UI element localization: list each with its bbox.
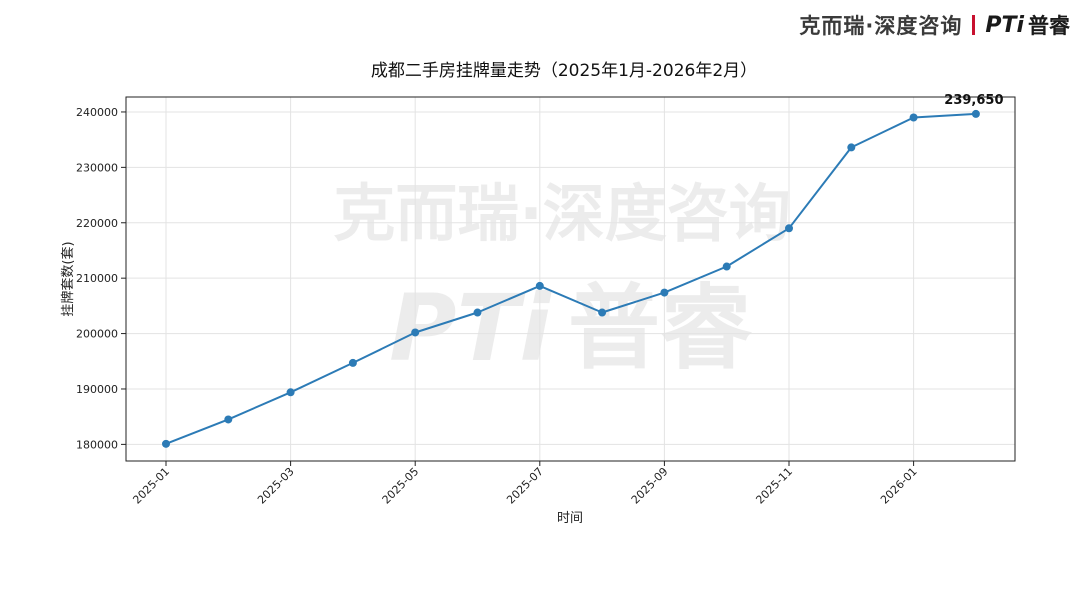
- pti-logo-cn: 普睿: [1028, 14, 1070, 38]
- data-point: [348, 358, 357, 367]
- data-point: [411, 328, 420, 337]
- data-point: [473, 308, 482, 317]
- watermark-line1: 克而瑞·深度咨询: [333, 177, 791, 250]
- brand-header: 克而瑞·深度咨询 PTi 普睿: [799, 8, 1070, 42]
- brand-separator: [972, 15, 976, 35]
- series-line: [165, 112, 976, 445]
- x-tick-label: 2025-11: [753, 465, 795, 507]
- y-tick-label: 220000: [76, 217, 118, 230]
- y-axis: 180000 190000 200000 210000 220000 230000 2400…: [76, 106, 126, 451]
- x-axis-label: 时间: [557, 511, 583, 526]
- y-tick-label: 190000: [76, 383, 118, 396]
- data-point: [660, 288, 669, 297]
- grid: [126, 97, 1015, 461]
- data-point: [909, 113, 918, 122]
- y-tick-label: 180000: [76, 438, 118, 451]
- brand-name: 克而瑞·深度咨询: [799, 14, 963, 38]
- y-tick-label: 230000: [76, 161, 118, 174]
- x-tick-label: 2025-05: [380, 465, 422, 507]
- data-point: [224, 415, 233, 424]
- plot-frame: [125, 96, 1016, 462]
- data-point: [785, 224, 793, 233]
- y-tick-label: 240000: [76, 106, 118, 119]
- pti-logo: PTi 普睿: [985, 10, 1070, 40]
- data-point: [162, 439, 170, 448]
- watermark: 克而瑞·深度咨询 PTi 普睿: [333, 177, 791, 382]
- data-point: [286, 388, 295, 397]
- x-tick-label: 2026-01: [878, 465, 920, 507]
- data-point: [971, 109, 980, 118]
- data-point: [535, 281, 544, 290]
- data-label: 239,650: [944, 93, 1003, 108]
- x-tick-label: 2025-07: [504, 465, 546, 507]
- x-tick-label: 2025-09: [629, 465, 671, 507]
- data-point: [847, 143, 856, 152]
- data-point: [722, 262, 731, 271]
- x-tick-label: 2025-01: [130, 465, 172, 507]
- x-axis: 2025-01 2025-03 2025-05 2025-07 2025-09 2025-…: [130, 461, 920, 507]
- chart-title: 成都二手房挂牌量走势（2025年1月-2026年2月）: [371, 61, 757, 81]
- y-tick-label: 200000: [76, 328, 118, 341]
- y-axis-label: 挂牌套数(套): [60, 241, 76, 316]
- series-layer: [162, 109, 980, 448]
- pti-logo-text: PTi: [985, 12, 1024, 38]
- data-point: [598, 308, 607, 317]
- x-tick-label: 2025-03: [255, 465, 297, 507]
- y-tick-label: 210000: [76, 272, 118, 285]
- annotations: 239,650: [944, 93, 1003, 108]
- watermark-logo-cn: 普睿: [568, 275, 753, 382]
